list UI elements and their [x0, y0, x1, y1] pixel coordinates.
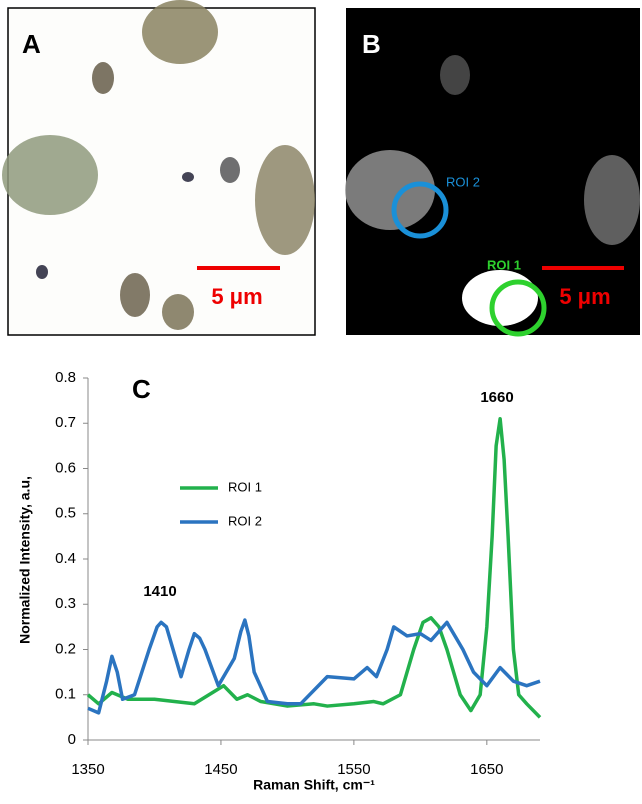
particle: [36, 265, 48, 279]
roi-circle: [391, 181, 449, 239]
panel-b: ROI 2 ROI 1 B 5 μm: [345, 8, 640, 337]
y-tick-label: 0.8: [55, 369, 76, 386]
peak-annotation: 1410: [143, 583, 176, 600]
y-tick-label: 0: [68, 731, 76, 748]
particle: [92, 62, 114, 94]
panel-label: B: [362, 29, 381, 59]
y-tick-label: 0.4: [55, 550, 76, 567]
y-tick-label: 0.3: [55, 595, 76, 612]
panel-label: A: [22, 29, 41, 59]
particle: [182, 172, 194, 182]
roi-label: ROI 2: [446, 174, 480, 189]
particle: [162, 294, 194, 330]
roi-label: ROI 1: [487, 257, 521, 272]
signal: [584, 155, 640, 245]
scale-label: 5 μm: [211, 284, 262, 309]
y-tick-label: 0.2: [55, 640, 76, 657]
series-line: [87, 618, 541, 715]
x-tick-label: 1350: [71, 761, 104, 778]
chart: C 1410 1660 Raman Shift, cm⁻¹ Normalized…: [17, 369, 542, 793]
x-tick-label: 1650: [470, 761, 503, 778]
x-axis-title: Raman Shift, cm⁻¹: [253, 777, 375, 793]
legend-label: ROI 1: [228, 479, 262, 494]
particle: [2, 135, 98, 215]
y-tick-label: 0.7: [55, 414, 76, 431]
particle: [120, 273, 150, 317]
particle: [142, 0, 218, 64]
panel-label: C: [132, 374, 151, 404]
x-tick-label: 1450: [204, 761, 237, 778]
signal: [345, 150, 435, 230]
peak-annotation: 1660: [480, 389, 513, 406]
series-line: [86, 416, 542, 719]
y-tick-label: 0.1: [55, 686, 76, 703]
roi-circle: [489, 279, 547, 337]
x-tick-label: 1550: [337, 761, 370, 778]
signal: [440, 55, 470, 95]
signal: [462, 270, 538, 326]
particle: [255, 145, 315, 255]
panel-a: A 5 μm: [2, 0, 316, 336]
scale-label: 5 μm: [559, 284, 610, 309]
y-tick-label: 0.6: [55, 459, 76, 476]
y-axis-title: Normalized Intensity, a.u,: [17, 476, 33, 644]
y-tick-label: 0.5: [55, 505, 76, 522]
particle: [220, 157, 240, 183]
legend-label: ROI 2: [228, 513, 262, 528]
